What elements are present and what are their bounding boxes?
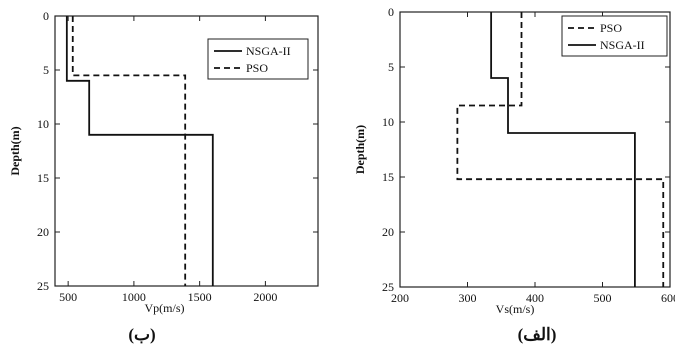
y-tick-label: 0 — [388, 5, 394, 19]
chart-panel-right: 0510152025200300400500600Vs(m/s)Depth(m)… — [353, 5, 675, 344]
panel-caption: (الف) — [518, 325, 557, 344]
y-tick-label: 0 — [43, 9, 49, 23]
x-tick-label: 1500 — [188, 290, 212, 304]
x-axis-label: Vs(m/s) — [496, 302, 535, 316]
y-axis-label: Depth(m) — [353, 125, 367, 174]
x-tick-label: 2000 — [253, 290, 277, 304]
legend: NSGA-II PSO — [208, 39, 308, 79]
y-tick-label: 20 — [382, 225, 394, 239]
y-tick-label: 5 — [43, 63, 49, 77]
x-tick-label: 600 — [661, 291, 675, 305]
series-line-nsga-ii — [67, 16, 213, 286]
legend: PSO NSGA-II — [562, 16, 667, 56]
panel-caption: (ب) — [128, 325, 155, 344]
y-tick-label: 15 — [37, 171, 49, 185]
x-axis-label: Vp(m/s) — [145, 301, 185, 315]
legend-label: NSGA-II — [246, 44, 291, 58]
x-tick-label: 200 — [391, 291, 409, 305]
legend-label: PSO — [600, 21, 622, 35]
y-tick-label: 25 — [37, 279, 49, 293]
legend-label: NSGA-II — [600, 38, 645, 52]
y-tick-label: 5 — [388, 60, 394, 74]
y-tick-label: 10 — [37, 117, 49, 131]
x-tick-label: 300 — [459, 291, 477, 305]
legend-label: PSO — [246, 61, 268, 75]
y-tick-label: 20 — [37, 225, 49, 239]
x-tick-label: 1000 — [122, 290, 146, 304]
series-line-pso — [73, 16, 185, 286]
x-tick-label: 500 — [594, 291, 612, 305]
y-axis-label: Depth(m) — [8, 126, 22, 175]
x-tick-label: 500 — [59, 290, 77, 304]
y-tick-label: 10 — [382, 115, 394, 129]
y-tick-label: 15 — [382, 170, 394, 184]
chart-panel-left: 0 5 10 15 20 25 500 1000 1500 2000 Vp(m/s) Depth(m)… — [8, 9, 318, 344]
